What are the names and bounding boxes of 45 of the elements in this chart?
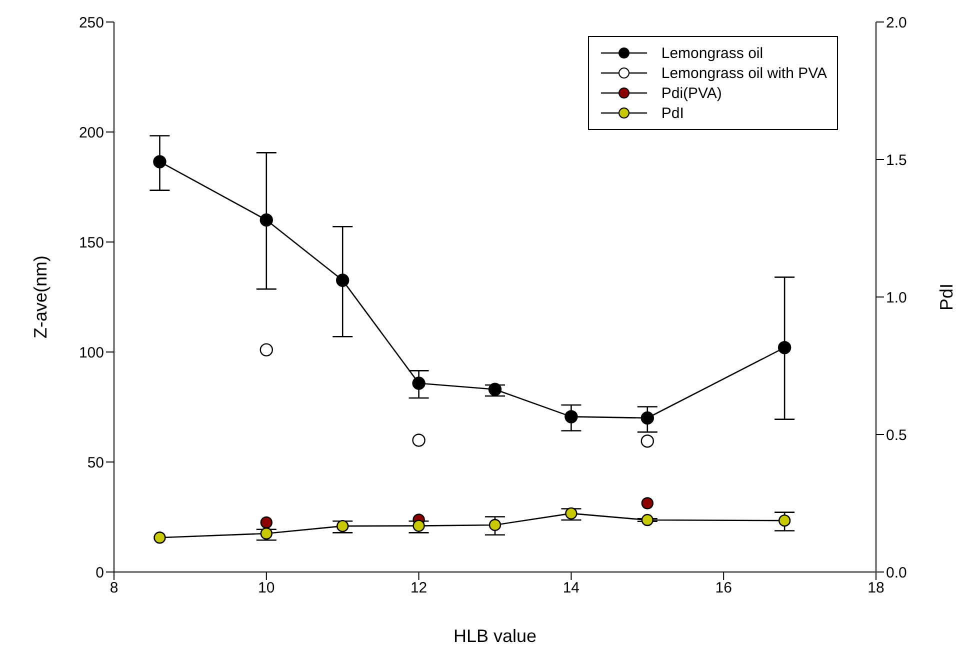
y-tick-label: 100: [78, 344, 104, 362]
legend-label: Pdi(PVA): [661, 84, 722, 102]
point: [488, 518, 502, 532]
point: [260, 343, 273, 356]
y-tick-label: 50: [87, 454, 104, 472]
x-axis-title: HLB value: [453, 626, 537, 646]
point: [564, 410, 578, 424]
point: [260, 516, 272, 529]
point: [640, 411, 654, 425]
point: [336, 274, 350, 287]
point: [641, 497, 654, 510]
y2-tick-label: 1.5: [886, 152, 907, 169]
y2-tick-label: 2.0: [886, 14, 907, 32]
x-tick-label: 14: [562, 580, 580, 597]
y2-tick-label: 1.0: [886, 289, 907, 306]
x-tick-label: 10: [258, 580, 275, 597]
point: [565, 507, 578, 520]
y-tick-label: 200: [78, 124, 104, 142]
y-tick-label: 0: [96, 564, 104, 582]
point: [336, 520, 349, 532]
x-tick-label: 18: [868, 580, 884, 597]
point: [640, 434, 654, 448]
legend-label: PdI: [661, 104, 684, 122]
y2-tick-label: 0.5: [886, 426, 907, 444]
point: [412, 520, 425, 532]
y-tick-label: 250: [78, 14, 104, 32]
y2-axis-title: PdI: [936, 283, 956, 311]
x-tick-label: 12: [410, 580, 428, 597]
y-axis-title: Z-ave(nm): [30, 255, 50, 339]
point: [488, 382, 502, 396]
point: [153, 155, 166, 168]
y-tick-label: 150: [78, 234, 104, 252]
y2-tick-label: 0.0: [886, 564, 907, 582]
x-tick-label: 16: [715, 580, 732, 597]
point: [412, 434, 426, 447]
point: [641, 514, 654, 526]
point: [778, 514, 791, 527]
legend-label: Lemongrass oil with PVA: [661, 64, 827, 82]
x-tick-label: 8: [110, 580, 118, 597]
point: [778, 341, 792, 354]
legend-label: Lemongrass oil: [661, 44, 764, 62]
point: [412, 376, 426, 390]
point: [260, 213, 273, 227]
point: [260, 527, 272, 540]
point: [154, 532, 166, 544]
